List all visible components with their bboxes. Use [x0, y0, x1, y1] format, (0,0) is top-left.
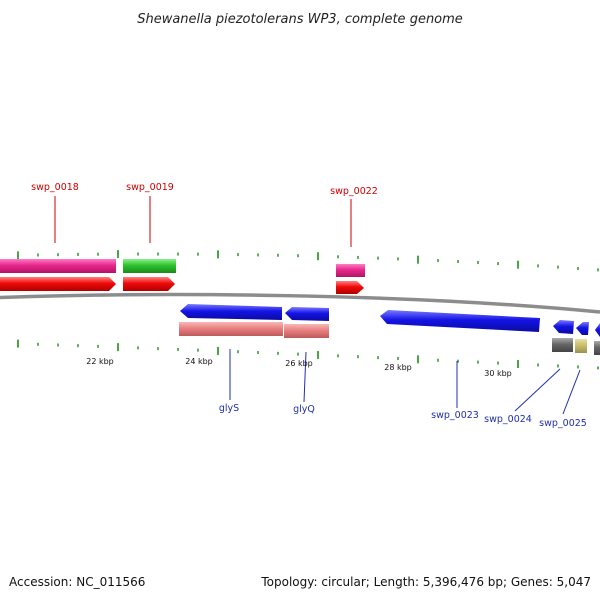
bottom-label-lines [229, 349, 581, 415]
tick-row-inner [17, 339, 599, 370]
gene-next-cog[interactable] [594, 341, 600, 355]
gene-swp_0019-arrow[interactable] [123, 277, 175, 291]
map-title: Shewanella piezotolerans WP3, complete g… [137, 12, 463, 27]
gene-next-arrow[interactable] [595, 323, 600, 337]
gene-label-glyS[interactable]: glyS [219, 403, 239, 414]
gene-glyQ-cog[interactable] [284, 324, 329, 338]
gene-glyS-arrow[interactable] [180, 304, 282, 320]
kbp-label-28: 28 kbp [384, 363, 412, 372]
tick-row-outer [17, 250, 599, 272]
kbp-label-22: 22 kbp [86, 357, 114, 366]
gene-swp_0025-arrow[interactable] [576, 322, 589, 335]
gene-swp_0018-cog[interactable] [0, 259, 116, 273]
gene-swp_0023-arrow[interactable] [380, 310, 540, 332]
kbp-label-30: 30 kbp [484, 369, 512, 378]
kbp-label-26: 26 kbp [285, 359, 313, 368]
gene-swp_0022-cog[interactable] [336, 264, 365, 277]
genome-summary-text: Topology: circular; Length: 5,396,476 bp… [260, 575, 591, 589]
gene-label-swp_0019[interactable]: swp_0019 [126, 182, 174, 193]
accession-text: Accession: NC_011566 [9, 575, 145, 589]
gene-label-swp_0018[interactable]: swp_0018 [31, 182, 79, 193]
top-label-lines [54, 196, 352, 247]
genome-backbone [0, 292, 600, 314]
gene-swp_0022-arrow[interactable] [336, 281, 364, 294]
gene-label-swp_0022[interactable]: swp_0022 [330, 186, 378, 197]
gene-label-swp_0024[interactable]: swp_0024 [484, 414, 532, 425]
gene-label-swp_0025[interactable]: swp_0025 [539, 418, 587, 429]
gene-swp_0025-cog[interactable] [575, 339, 587, 353]
gene-glyS-cog[interactable] [179, 322, 283, 336]
gene-glyQ-arrow[interactable] [285, 307, 329, 321]
gene-swp_0018-arrow[interactable] [0, 277, 116, 291]
kbp-label-24: 24 kbp [185, 357, 213, 366]
gene-swp_0024-cog[interactable] [552, 338, 573, 352]
gene-label-glyQ[interactable]: glyQ [293, 404, 315, 415]
gene-label-swp_0023[interactable]: swp_0023 [431, 410, 479, 421]
gene-swp_0019-cog[interactable] [123, 259, 176, 273]
gene-swp_0024-arrow[interactable] [553, 320, 574, 334]
